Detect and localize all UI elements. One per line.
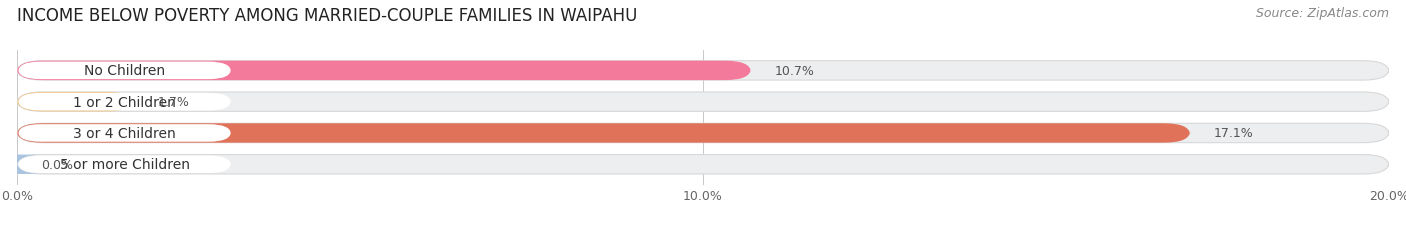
Text: INCOME BELOW POVERTY AMONG MARRIED-COUPLE FAMILIES IN WAIPAHU: INCOME BELOW POVERTY AMONG MARRIED-COUPL… bbox=[17, 7, 637, 25]
FancyBboxPatch shape bbox=[17, 124, 1189, 143]
FancyBboxPatch shape bbox=[18, 156, 231, 173]
Text: Source: ZipAtlas.com: Source: ZipAtlas.com bbox=[1256, 7, 1389, 20]
Text: 3 or 4 Children: 3 or 4 Children bbox=[73, 126, 176, 140]
FancyBboxPatch shape bbox=[17, 93, 134, 112]
Text: 1.7%: 1.7% bbox=[157, 96, 190, 109]
Text: 17.1%: 17.1% bbox=[1215, 127, 1254, 140]
FancyBboxPatch shape bbox=[17, 93, 1389, 112]
FancyBboxPatch shape bbox=[17, 124, 1389, 143]
FancyBboxPatch shape bbox=[18, 62, 231, 80]
FancyBboxPatch shape bbox=[17, 155, 1389, 174]
FancyBboxPatch shape bbox=[0, 155, 44, 174]
FancyBboxPatch shape bbox=[18, 125, 231, 142]
FancyBboxPatch shape bbox=[17, 61, 751, 81]
Text: 10.7%: 10.7% bbox=[775, 65, 815, 78]
Text: No Children: No Children bbox=[84, 64, 165, 78]
FancyBboxPatch shape bbox=[17, 61, 1389, 81]
FancyBboxPatch shape bbox=[18, 94, 231, 111]
Text: 1 or 2 Children: 1 or 2 Children bbox=[73, 95, 176, 109]
Text: 0.0%: 0.0% bbox=[41, 158, 73, 171]
Text: 5 or more Children: 5 or more Children bbox=[59, 158, 190, 171]
